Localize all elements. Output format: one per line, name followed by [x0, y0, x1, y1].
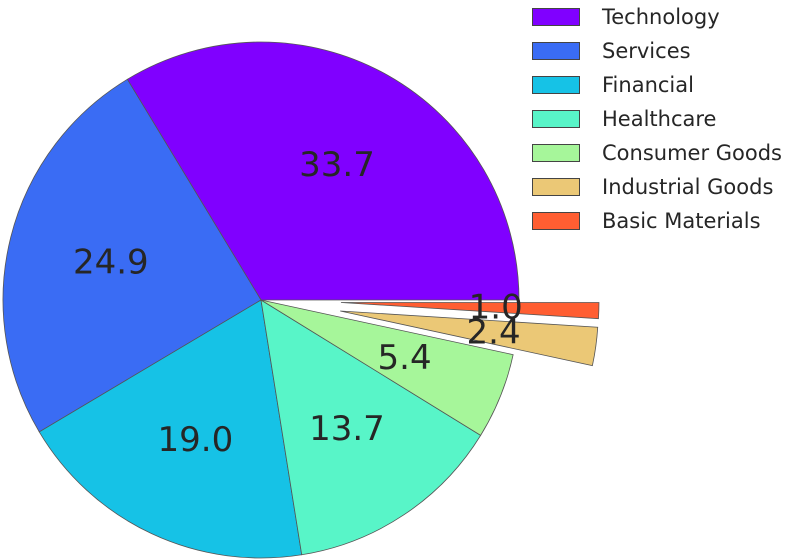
legend-label: Financial: [602, 73, 694, 97]
pie-label-basic-materials: 1.0: [469, 287, 523, 327]
legend-item-technology: Technology: [532, 0, 782, 34]
pie-slice-technology: [126, 41, 520, 301]
legend-label: Industrial Goods: [602, 175, 774, 199]
legend-item-healthcare: Healthcare: [532, 102, 782, 136]
legend-item-industrial-goods: Industrial Goods: [532, 170, 782, 204]
pie-label-consumer-goods: 5.4: [378, 338, 432, 378]
pie-slice-basic-materials: [340, 302, 600, 320]
chart-legend: Technology Services Financial Healthcare Con…: [532, 0, 782, 238]
legend-item-basic-materials: Basic Materials: [532, 204, 782, 238]
legend-label: Services: [602, 39, 691, 63]
legend-swatch: [532, 144, 580, 162]
pie-slice-financial: [38, 299, 303, 559]
legend-label: Technology: [602, 5, 720, 29]
legend-label: Healthcare: [602, 107, 717, 131]
legend-item-consumer-goods: Consumer Goods: [532, 136, 782, 170]
legend-swatch: [532, 178, 580, 196]
pie-label-financial: 19.0: [158, 420, 234, 460]
pie-slice-consumer-goods: [260, 299, 514, 436]
legend-item-services: Services: [532, 34, 782, 68]
pie-slices: [2, 41, 600, 559]
legend-swatch: [532, 42, 580, 60]
legend-swatch: [532, 8, 580, 26]
pie-slice-services: [2, 78, 262, 433]
pie-label-services: 24.9: [73, 242, 149, 282]
legend-swatch: [532, 110, 580, 128]
pie-label-industrial-goods: 2.4: [467, 312, 521, 352]
legend-label: Consumer Goods: [602, 141, 782, 165]
pie-label-technology: 33.7: [299, 145, 375, 185]
legend-item-financial: Financial: [532, 68, 782, 102]
legend-swatch: [532, 76, 580, 94]
pie-slice-industrial-goods: [340, 310, 599, 367]
pie-label-healthcare: 13.7: [309, 409, 385, 449]
legend-swatch: [532, 212, 580, 230]
legend-label: Basic Materials: [602, 209, 761, 233]
pie-slice-healthcare: [260, 299, 482, 556]
pie-value-labels: 33.7 24.9 19.0 13.7 5.4 2.41.0: [73, 145, 523, 460]
